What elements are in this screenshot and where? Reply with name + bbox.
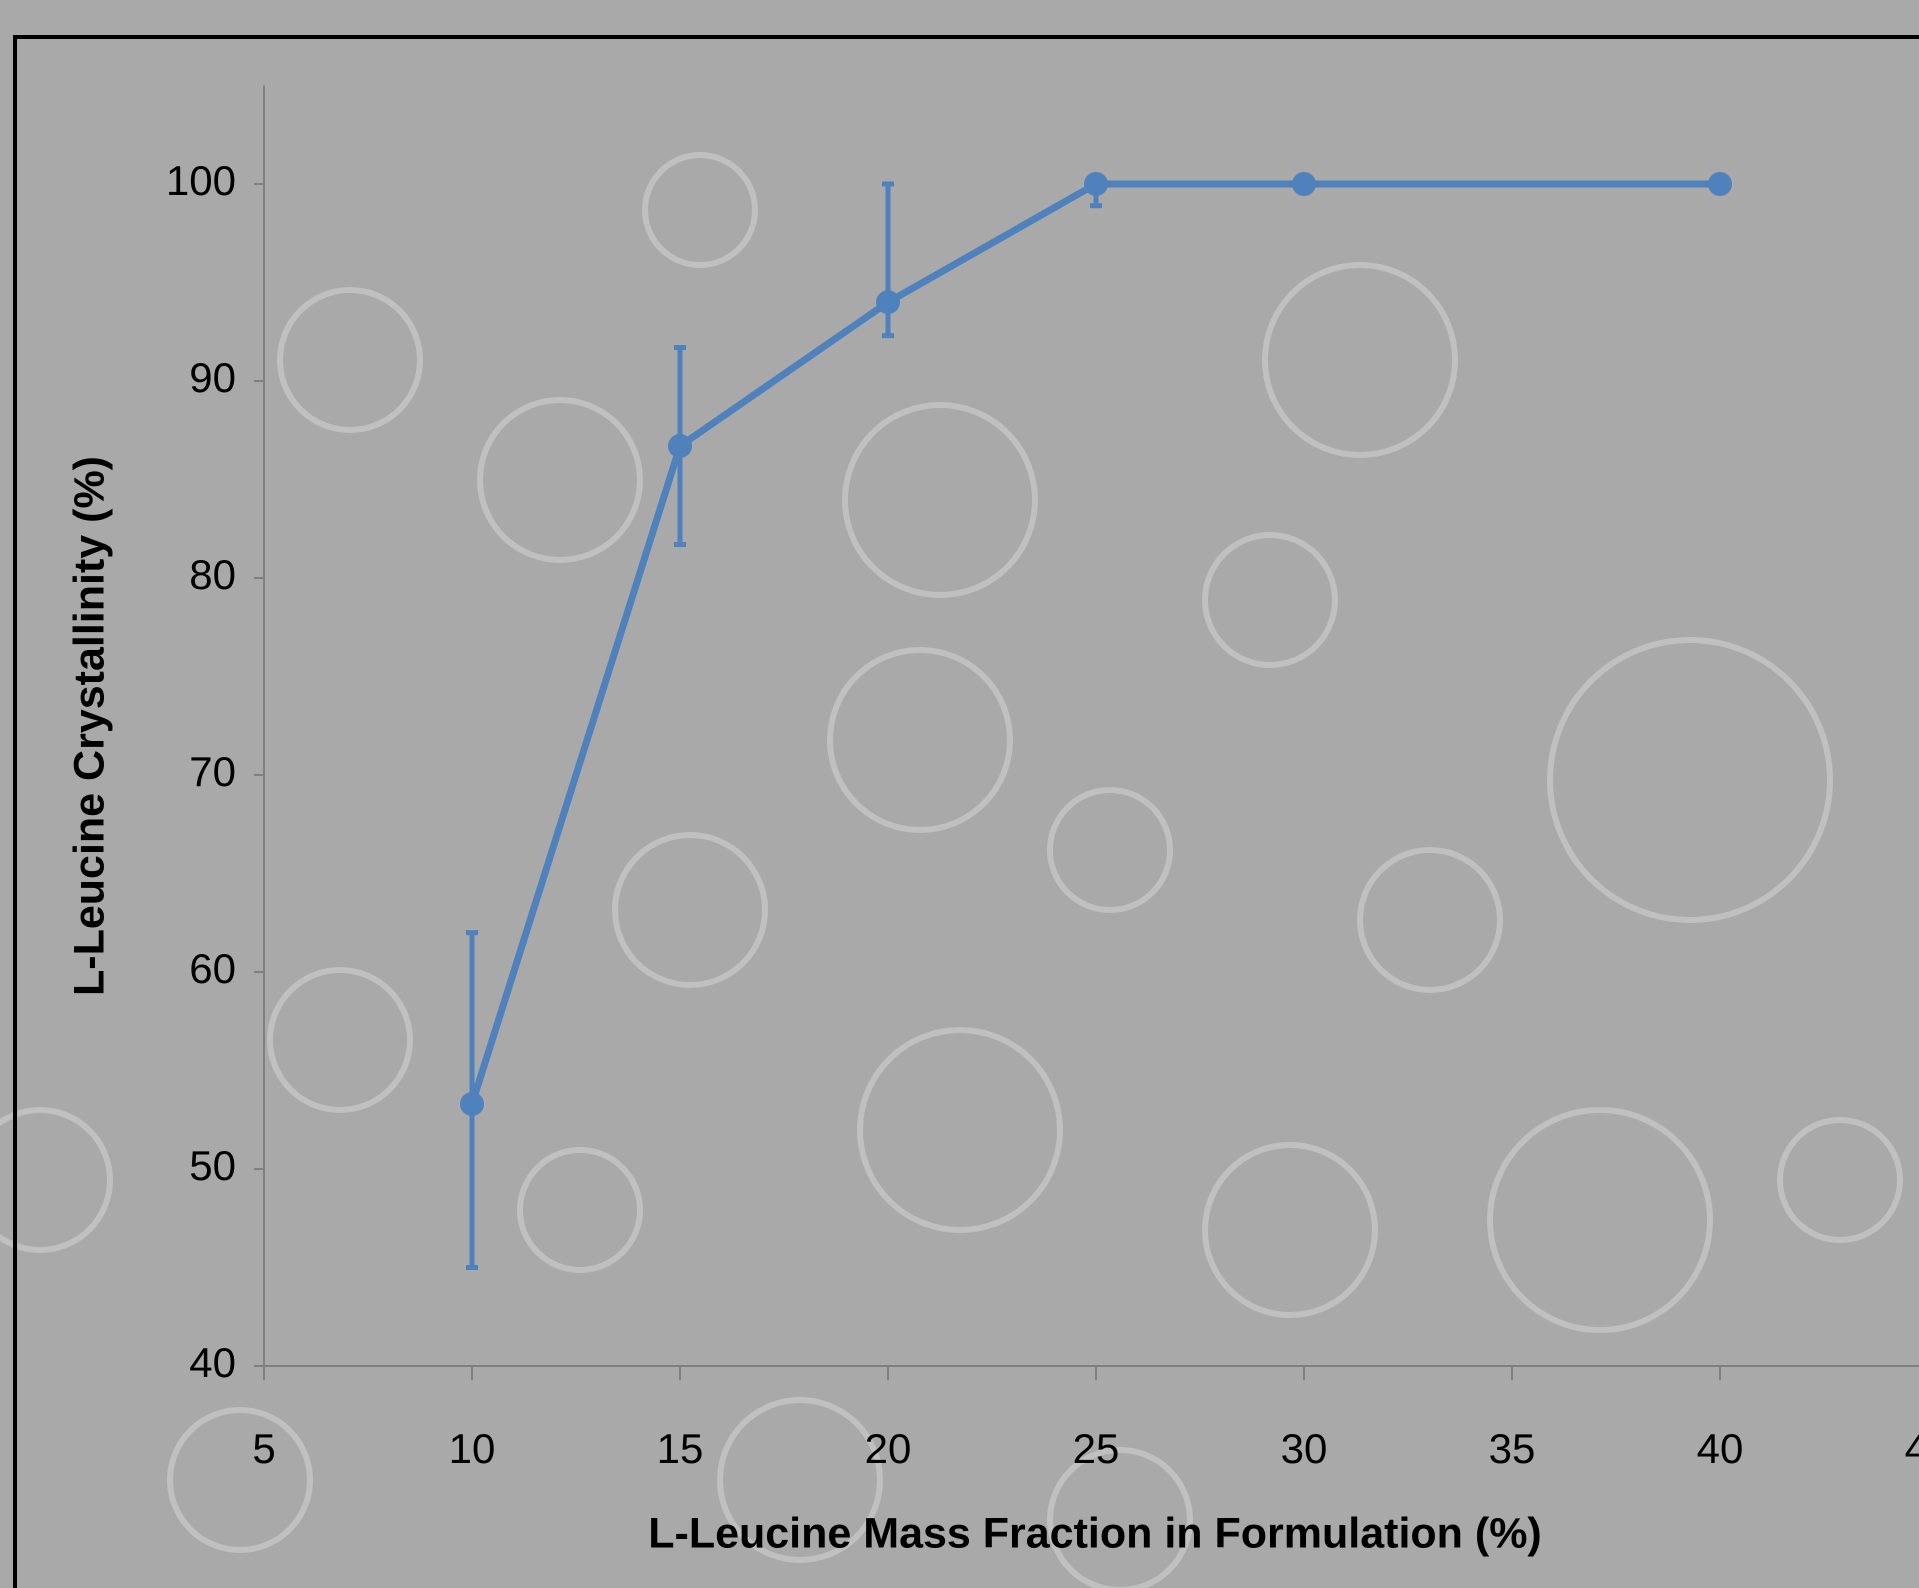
page: {"chart_data": { "type": "line", "x_labe…	[0, 0, 1919, 1588]
x-tick-label: 30	[1281, 1425, 1328, 1472]
y-axis-title: L-Leucine Crystallinity (%)	[65, 456, 113, 996]
x-tick-label: 15	[657, 1425, 704, 1472]
y-tick-label: 60	[189, 945, 236, 992]
data-point	[668, 434, 692, 458]
data-point	[1084, 172, 1108, 196]
x-tick-label: 25	[1073, 1425, 1120, 1472]
y-tick-label: 40	[189, 1339, 236, 1386]
data-point	[1292, 172, 1316, 196]
y-tick-label: 90	[189, 354, 236, 401]
data-point	[1708, 172, 1732, 196]
y-tick-label: 50	[189, 1142, 236, 1189]
y-tick-label: 80	[189, 551, 236, 598]
data-point	[876, 290, 900, 314]
chart: L-Leucine Mass Fraction in Formulation (…	[0, 0, 1919, 1588]
x-tick-label: 40	[1697, 1425, 1744, 1472]
x-tick-label: 5	[252, 1425, 275, 1472]
x-tick-label: 35	[1489, 1425, 1536, 1472]
y-tick-label: 70	[189, 748, 236, 795]
x-tick-label: 10	[449, 1425, 496, 1472]
x-tick-label: 20	[865, 1425, 912, 1472]
data-point	[460, 1092, 484, 1116]
x-axis-title: L-Leucine Mass Fraction in Formulation (…	[648, 1509, 1542, 1557]
background	[0, 0, 1919, 1588]
x-tick-label: 45	[1905, 1425, 1919, 1472]
y-tick-label: 100	[166, 157, 236, 204]
